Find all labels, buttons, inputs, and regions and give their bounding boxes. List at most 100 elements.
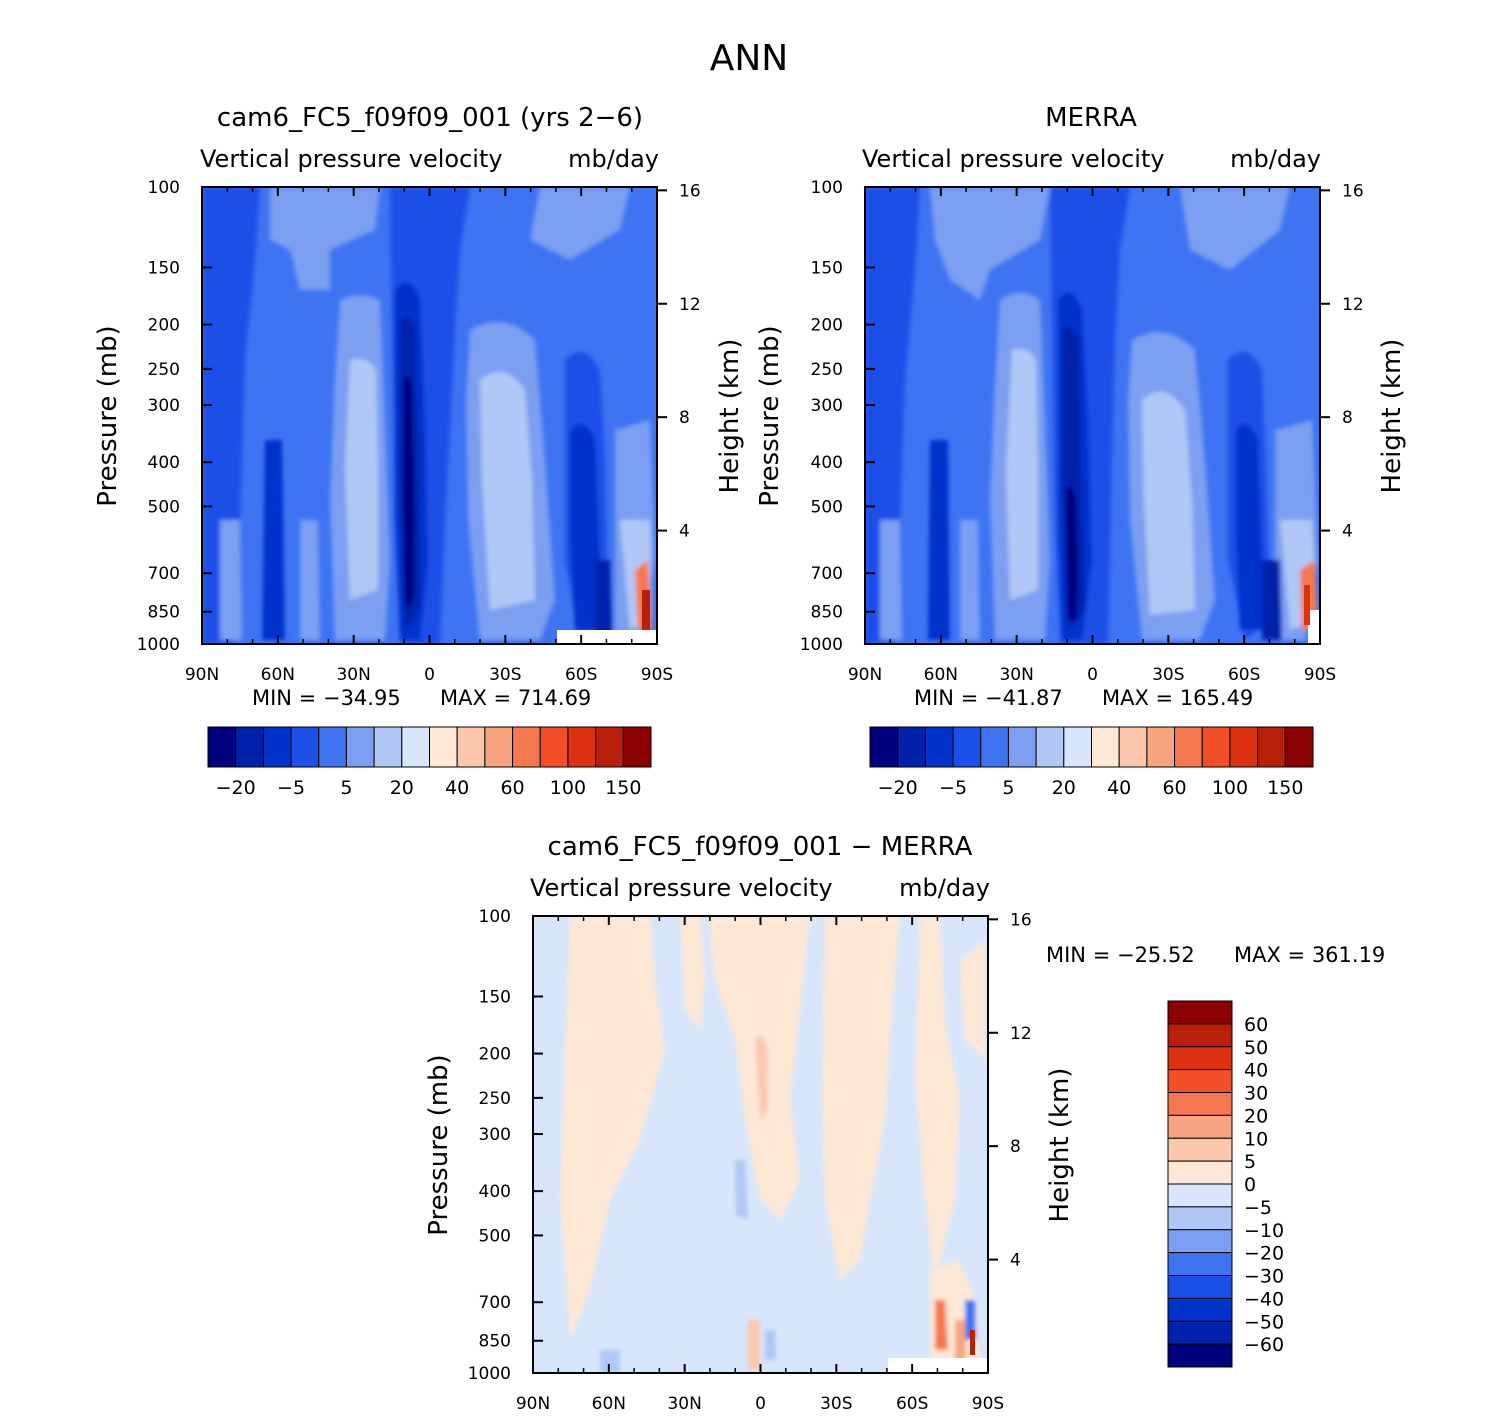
panel-diff-y2tick-label: 16 [1010, 910, 1032, 930]
panel-model-colorbar-swatch [484, 726, 514, 768]
panel-model-xtick-label: 60N [261, 665, 295, 685]
panel-merra-colorbar-swatch [1035, 726, 1065, 768]
panel-model-ytick-label: 1000 [137, 635, 180, 655]
panel-diff-ytick-label: 400 [479, 1182, 511, 1202]
panel-diff-subtitle-right: mb/day [899, 874, 990, 902]
panel-model-title: cam6_FC5_f09f09_001 (yrs 2−6) [217, 103, 643, 133]
panel-merra-axes: 90N 60N 30N 0 30S 60S 90S 100 150 200 250 300 400 500… [800, 178, 1364, 685]
panel-diff-colorbar-swatch [1167, 1069, 1233, 1093]
panel-merra-colorbar-swatch [1229, 726, 1259, 768]
panel-merra-colorbar-swatch [1063, 726, 1092, 768]
panel-model-colorbar-swatch [429, 726, 458, 768]
panel-merra-missing-region [1308, 610, 1320, 644]
panel-merra-xtick-label: 90S [1304, 665, 1336, 685]
panel-diff-colorbar-label: 50 [1244, 1037, 1268, 1059]
panel-diff: cam6_FC5_f09f09_001 − MERRA Vertical pre… [424, 832, 1385, 1414]
panel-merra-colorbar-label: 100 [1212, 777, 1248, 799]
panel-merra-colorbar-swatch [980, 726, 1009, 768]
panel-merra-y2tick-label: 12 [1342, 295, 1364, 315]
panel-merra-colorbar-label: 5 [1002, 777, 1014, 799]
panel-diff-colorbar-label: −50 [1244, 1311, 1284, 1333]
panel-merra-ytick-label: 200 [811, 316, 843, 336]
panel-model-y2label: Height (km) [715, 339, 745, 494]
panel-model-y2tick-label: 4 [679, 522, 690, 542]
panel-merra-colorbar-label: 40 [1107, 777, 1131, 799]
panel-diff-max: MAX = 361.19 [1234, 943, 1385, 967]
panel-model-xtick-label: 60S [565, 665, 597, 685]
panel-model-field [202, 187, 657, 644]
panel-model-colorbar-swatch [401, 726, 430, 768]
panel-diff-colorbar-label: −60 [1244, 1334, 1284, 1356]
panel-model-colorbar-label: −20 [216, 777, 256, 799]
panel-model-colorbar-label: 150 [605, 777, 641, 799]
panel-merra-xtick-label: 0 [1087, 665, 1098, 685]
panel-merra-title: MERRA [1045, 103, 1137, 133]
panel-diff-ytick-label: 1000 [468, 1364, 511, 1384]
panel-merra-colorbar-swatch [1174, 726, 1203, 768]
panel-diff-title: cam6_FC5_f09f09_001 − MERRA [548, 832, 973, 862]
panel-model-colorbar-swatch [318, 726, 347, 768]
panel-diff-colorbar-swatch [1167, 1000, 1233, 1025]
panel-diff-min: MIN = −25.52 [1046, 943, 1195, 967]
panel-diff-subtitle-left: Vertical pressure velocity [530, 874, 833, 902]
panel-diff-ytick-label: 700 [479, 1293, 511, 1313]
panel-diff-colorbar-label: −5 [1244, 1197, 1272, 1219]
panel-diff-ytick-label: 150 [479, 987, 511, 1007]
panel-diff-colorbar-label: 20 [1244, 1105, 1268, 1127]
panel-diff-colorbar-swatch [1167, 1183, 1233, 1208]
panel-diff-colorbar-label: 10 [1244, 1128, 1268, 1150]
panel-model-colorbar-swatch [207, 726, 237, 768]
panel-merra-colorbar-label: −20 [878, 777, 918, 799]
panel-model-xtick-label: 30N [336, 665, 370, 685]
panel-model-xtick-label: 90S [641, 665, 673, 685]
panel-merra-ytick-label: 300 [811, 396, 843, 416]
panel-model-y2tick-label: 12 [679, 295, 701, 315]
panel-model-ytick-label: 400 [148, 453, 180, 473]
panel-merra-colorbar-swatch [1257, 726, 1286, 768]
panel-model-subtitle-left: Vertical pressure velocity [200, 145, 503, 173]
panel-diff-colorbar-swatch [1167, 1137, 1233, 1162]
panel-diff-ytick-label: 100 [479, 907, 511, 927]
panel-diff-colorbar-label: 40 [1244, 1060, 1268, 1082]
panel-model-colorbar-swatch [345, 726, 375, 768]
panel-model-y2tick-label: 8 [679, 408, 690, 428]
panel-diff-colorbar-label: −30 [1244, 1266, 1284, 1288]
panel-merra-subtitle-left: Vertical pressure velocity [862, 145, 1165, 173]
panel-model-y2tick-label: 16 [679, 181, 701, 201]
panel-merra-ylabel: Pressure (mb) [755, 325, 785, 506]
panel-diff-colorbar-label: −40 [1244, 1288, 1284, 1310]
panel-model-colorbar-swatch [567, 726, 597, 768]
panel-diff-colorbar-label: −10 [1244, 1220, 1284, 1242]
panel-merra-colorbar-swatch [897, 726, 926, 768]
panel-merra-y2tick-label: 4 [1342, 522, 1353, 542]
panel-merra-colorbar-swatch [1091, 726, 1120, 768]
panel-model-axes: 90N 60N 30N 0 30S 60S 90S 100 150 200 250 300 400 500… [137, 178, 701, 685]
panel-merra-colorbar-label: 150 [1267, 777, 1303, 799]
panel-model-colorbar-label: 20 [390, 777, 414, 799]
panel-merra-ytick-label: 400 [811, 453, 843, 473]
panel-diff-xtick-label: 90S [972, 1394, 1004, 1414]
panel-model-ytick-label: 250 [148, 360, 180, 380]
panel-model-colorbar-swatch [622, 726, 652, 768]
panel-diff-y2label: Height (km) [1045, 1068, 1075, 1223]
panel-model-ylabel: Pressure (mb) [93, 325, 123, 506]
panel-model-ytick-label: 500 [148, 497, 180, 517]
panel-model-xtick-label: 30S [489, 665, 521, 685]
panel-merra-xtick-label: 60N [924, 665, 958, 685]
panel-merra-ytick-label: 150 [811, 258, 843, 278]
panel-merra-ytick-label: 100 [811, 178, 843, 198]
panel-diff-xtick-label: 60N [592, 1394, 626, 1414]
panel-diff-colorbar-swatch [1167, 1092, 1233, 1116]
panel-diff-colorbar-swatch [1167, 1023, 1233, 1048]
panel-diff-axes: 90N 60N 30N 0 30S 60S 90S 100 150 200 250 300 400 500… [468, 907, 1032, 1414]
panel-diff-colorbar-swatch [1167, 1275, 1233, 1299]
panel-model-colorbar-label: 100 [550, 777, 586, 799]
panel-model-ytick-label: 150 [148, 258, 180, 278]
panel-diff-colorbar-swatch [1167, 1229, 1233, 1254]
panel-merra-y2label: Height (km) [1377, 339, 1407, 494]
panel-model-colorbar-label: 5 [340, 777, 352, 799]
panel-merra-colorbar-swatch [1118, 726, 1148, 768]
panel-diff-ytick-label: 250 [479, 1089, 511, 1109]
panel-diff-ytick-label: 200 [479, 1045, 511, 1065]
panel-merra-colorbar-label: 60 [1162, 777, 1186, 799]
